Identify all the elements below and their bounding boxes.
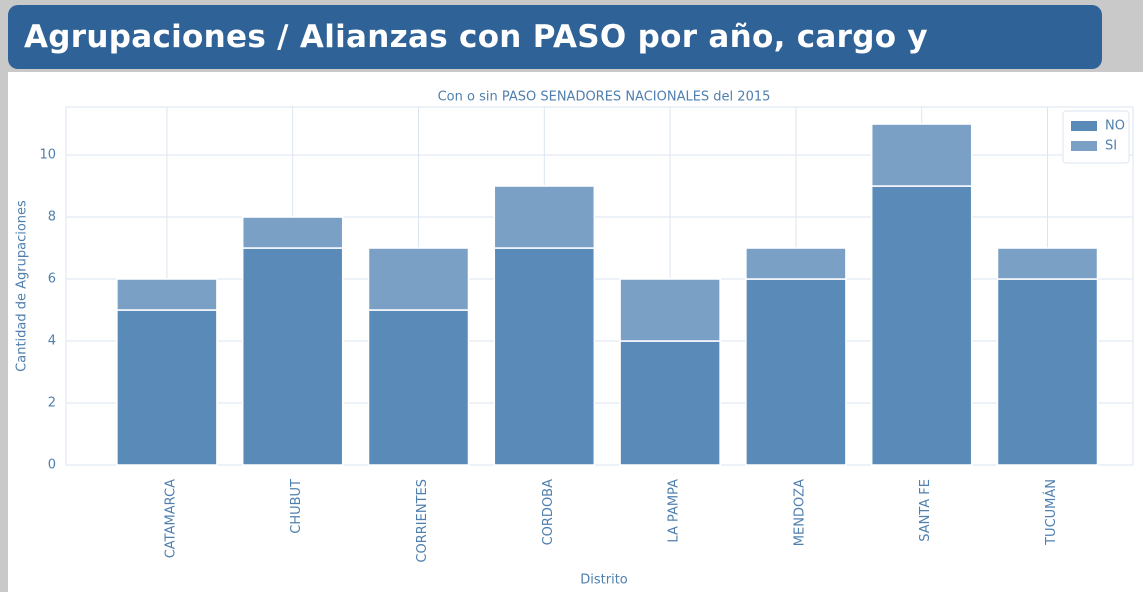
x-tick-label: SANTA FE [918, 479, 933, 542]
y-axis-label: Cantidad de Agrupaciones [15, 200, 30, 372]
y-tick-label: 10 [39, 148, 56, 163]
bar-segment [116, 309, 218, 466]
bar-segment [367, 309, 470, 466]
legend-label: NO [1105, 119, 1125, 134]
x-tick-label: CHUBUT [289, 479, 304, 534]
bar-segment [241, 247, 344, 466]
bar-segment [493, 247, 596, 466]
bar-segment [996, 278, 1099, 466]
bar-segment [870, 185, 973, 466]
x-tick-label: CORDOBA [541, 479, 556, 546]
bar-segment [745, 247, 847, 280]
bar-segment [619, 278, 721, 342]
x-tick-label: CORRIENTES [415, 479, 430, 563]
legend-swatch [1071, 121, 1097, 131]
x-tick-label: LA PAMPA [667, 479, 682, 543]
x-tick-label: TUCUMÁN [1043, 479, 1059, 546]
x-tick-label: CATAMARCA [163, 479, 178, 558]
bar-segment [870, 123, 973, 187]
legend-label: SI [1105, 139, 1117, 154]
chart-title: Con o sin PASO SENADORES NACIONALES del … [438, 90, 771, 105]
bar-segment [619, 340, 721, 466]
plot-frame [65, 106, 1134, 466]
bar-segment [367, 247, 470, 311]
y-tick-label: 8 [48, 210, 56, 225]
x-axis-label: Distrito [580, 573, 628, 588]
bar-segment [241, 216, 344, 249]
header-banner: Agrupaciones / Alianzas con PASO por año… [8, 5, 1102, 119]
bar-segment [996, 247, 1099, 280]
bar-segment [745, 278, 847, 466]
y-tick-label: 0 [48, 458, 56, 473]
legend-swatch [1071, 141, 1097, 151]
y-tick-label: 6 [48, 272, 56, 287]
header-title: Agrupaciones / Alianzas con PASO por año… [24, 19, 928, 119]
bar-segment [493, 185, 596, 249]
x-tick-label: MENDOZA [792, 479, 807, 546]
y-tick-label: 2 [48, 396, 56, 411]
y-tick-label: 4 [48, 334, 56, 349]
bar-segment [116, 278, 218, 311]
